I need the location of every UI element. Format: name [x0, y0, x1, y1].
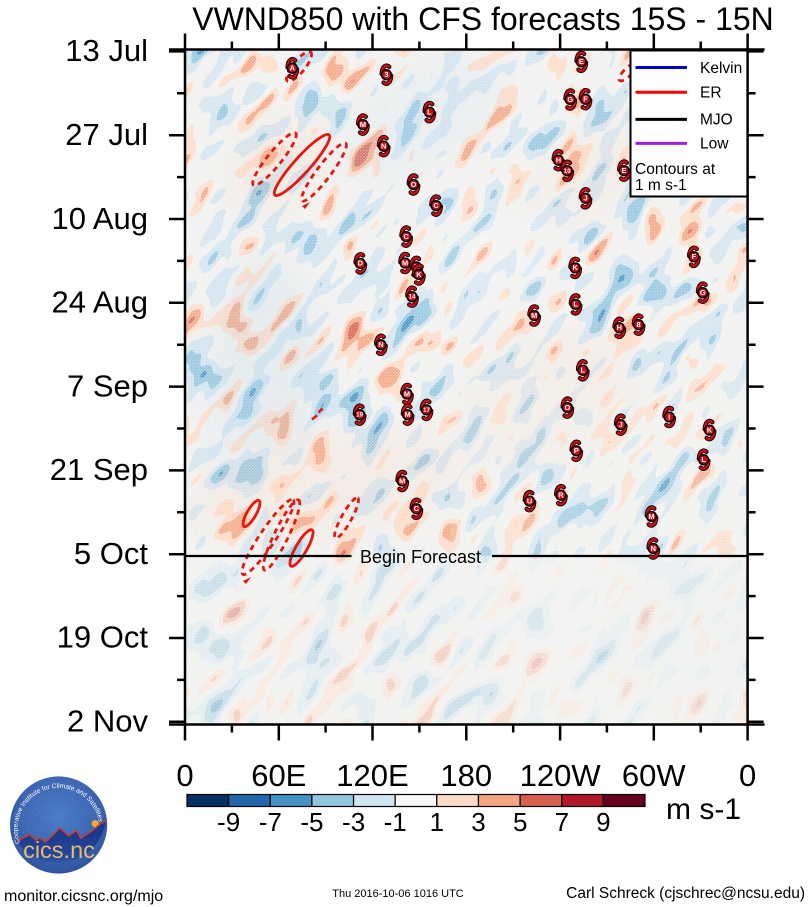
svg-text:A: A: [290, 63, 296, 72]
svg-text:19: 19: [356, 412, 363, 419]
svg-text:E: E: [622, 166, 627, 175]
svg-text:1: 1: [430, 807, 444, 837]
svg-text:M: M: [648, 512, 654, 521]
svg-text:U: U: [527, 496, 532, 505]
svg-text:14: 14: [409, 294, 416, 301]
svg-text:L: L: [573, 300, 578, 309]
svg-text:L: L: [581, 366, 586, 375]
svg-text:M: M: [399, 476, 405, 485]
svg-text:Low: Low: [700, 136, 729, 153]
svg-text:C: C: [433, 201, 439, 210]
svg-text:7 Sep: 7 Sep: [67, 369, 148, 404]
svg-text:G: G: [700, 288, 706, 297]
svg-text:8: 8: [637, 320, 641, 329]
svg-text:7: 7: [555, 807, 569, 837]
svg-text:180: 180: [440, 758, 492, 793]
svg-text:m s-1: m s-1: [666, 793, 741, 826]
svg-text:-1: -1: [384, 807, 407, 837]
svg-text:24 Aug: 24 Aug: [51, 285, 148, 320]
svg-text:Kelvin: Kelvin: [700, 60, 742, 77]
svg-text:K: K: [416, 270, 422, 279]
svg-text:F: F: [583, 95, 588, 104]
svg-text:F: F: [692, 252, 697, 261]
svg-text:M: M: [405, 410, 411, 419]
svg-text:I: I: [668, 412, 670, 421]
svg-text:19 Oct: 19 Oct: [57, 620, 149, 655]
svg-text:3: 3: [384, 70, 388, 79]
svg-text:120E: 120E: [336, 758, 408, 793]
svg-text:K: K: [573, 263, 579, 272]
svg-text:cics.nc: cics.nc: [23, 837, 95, 863]
svg-text:J: J: [619, 420, 623, 429]
svg-text:0: 0: [739, 758, 756, 793]
svg-text:Contours at: Contours at: [635, 161, 716, 178]
svg-text:H: H: [617, 323, 622, 332]
svg-text:M: M: [360, 120, 366, 129]
svg-text:J: J: [583, 194, 587, 203]
svg-text:P: P: [574, 446, 579, 455]
svg-text:N: N: [378, 340, 383, 349]
svg-text:Begin Forecast: Begin Forecast: [360, 547, 481, 567]
svg-text:Thu 2016-10-06 1016 UTC: Thu 2016-10-06 1016 UTC: [332, 888, 464, 900]
svg-text:9: 9: [596, 807, 610, 837]
svg-text:O: O: [565, 403, 571, 412]
svg-text:5 Oct: 5 Oct: [74, 536, 148, 571]
svg-text:10 Aug: 10 Aug: [51, 201, 148, 236]
svg-text:120W: 120W: [520, 758, 602, 793]
svg-text:0: 0: [176, 758, 193, 793]
svg-text:L: L: [427, 107, 432, 116]
svg-text:-9: -9: [217, 807, 240, 837]
svg-text:17: 17: [423, 407, 430, 414]
svg-text:N: N: [381, 142, 386, 151]
svg-text:10: 10: [564, 168, 571, 175]
svg-text:21 Sep: 21 Sep: [50, 452, 148, 487]
svg-text:M: M: [402, 258, 408, 267]
svg-text:M: M: [531, 311, 537, 320]
svg-text:60E: 60E: [251, 758, 306, 793]
svg-text:MJO: MJO: [700, 112, 733, 129]
svg-text:-7: -7: [259, 807, 282, 837]
svg-text:E: E: [579, 57, 584, 66]
svg-text:M: M: [404, 389, 410, 398]
svg-text:D: D: [358, 259, 364, 268]
svg-text:27 Jul: 27 Jul: [65, 117, 148, 152]
svg-text:3: 3: [471, 807, 485, 837]
svg-text:ER: ER: [700, 85, 722, 102]
svg-text:L: L: [701, 455, 706, 464]
svg-text:-3: -3: [342, 807, 365, 837]
svg-text:G: G: [567, 95, 573, 104]
svg-text:C: C: [414, 504, 420, 513]
svg-text:Carl Schreck (cjschrec@ncsu.ed: Carl Schreck (cjschrec@ncsu.edu): [566, 885, 805, 902]
svg-text:K: K: [707, 425, 713, 434]
svg-text:5: 5: [513, 807, 527, 837]
svg-text:C: C: [404, 232, 410, 241]
svg-text:VWND850 with CFS forecasts 15: VWND850 with CFS forecasts 15S - 15N: [192, 1, 774, 37]
svg-text:13 Jul: 13 Jul: [65, 33, 148, 68]
svg-text:1 m s-1: 1 m s-1: [635, 177, 687, 194]
svg-text:R: R: [558, 491, 564, 500]
svg-text:O: O: [411, 180, 417, 189]
svg-text:N: N: [651, 544, 656, 553]
svg-text:H: H: [556, 156, 561, 165]
svg-text:monitor.cicsnc.org/mjo: monitor.cicsnc.org/mjo: [4, 888, 163, 905]
svg-text:-5: -5: [300, 807, 323, 837]
svg-text:60W: 60W: [622, 758, 686, 793]
svg-text:2 Nov: 2 Nov: [67, 704, 148, 739]
